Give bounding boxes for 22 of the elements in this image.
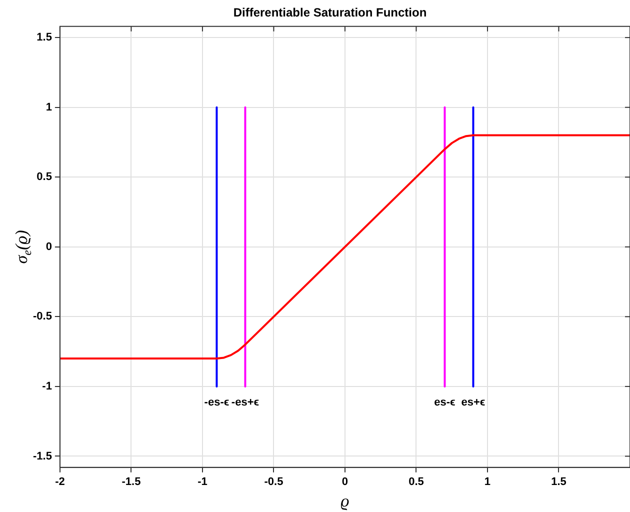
annotation: es-ϵ <box>434 396 456 408</box>
y-tick-label: 1 <box>46 101 52 114</box>
annotation: es+ϵ <box>461 396 486 408</box>
x-tick-label: 0.5 <box>408 476 424 488</box>
chart-title: Differentiable Saturation Function <box>233 6 427 20</box>
y-tick-label: 1.5 <box>36 32 52 44</box>
y-tick-label: -1.5 <box>32 450 52 462</box>
y-tick-label: -0.5 <box>32 310 52 323</box>
annotation: -es+ϵ <box>231 396 260 408</box>
x-axis-title: ϱ <box>340 491 350 510</box>
y-tick-label: 0.5 <box>36 171 52 184</box>
x-tick-label: -2 <box>55 476 65 488</box>
x-tick-label: -1 <box>198 476 208 488</box>
y-tick-label: -1 <box>42 380 52 392</box>
x-tick-label: 0 <box>342 476 348 488</box>
y-axis-title: σe(ϱ) <box>12 230 34 264</box>
x-tick-label: 1.5 <box>551 476 566 488</box>
annotation: -es-ϵ <box>204 396 230 408</box>
y-tick-label: 0 <box>46 240 52 253</box>
x-tick-label: -1.5 <box>122 476 141 488</box>
x-tick-label: -0.5 <box>264 476 284 488</box>
x-tick-label: 1 <box>484 476 491 488</box>
